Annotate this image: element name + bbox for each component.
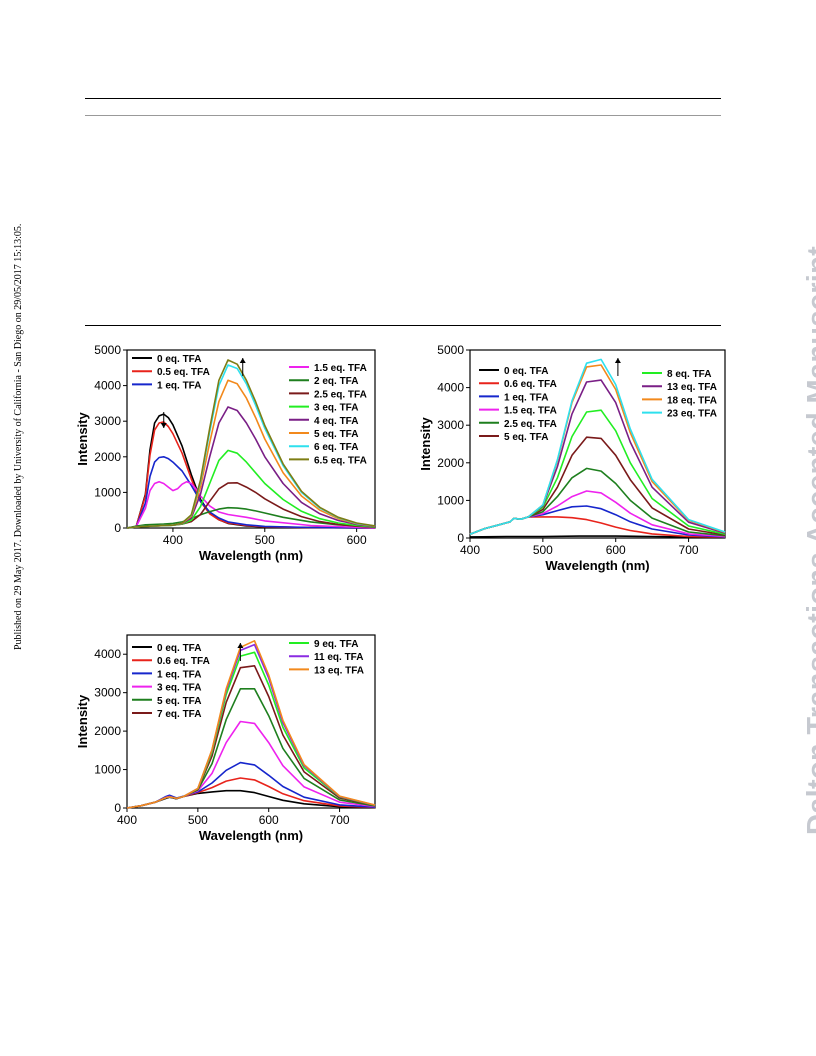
x-axis-label: Wavelength (nm) [199,548,303,563]
series-line-3 [469,490,726,538]
section-rule [85,325,721,326]
legend-label: 6.5 eq. TFA [314,455,367,466]
x-tick-label: 400 [163,533,183,547]
legend-label: 0.6 eq. TFA [157,656,210,667]
y-tick-label: 3000 [94,686,121,700]
legend-label: 8 eq. TFA [667,369,711,380]
y-axis-label: Intensity [418,417,433,471]
legend-label: 1.5 eq. TFA [504,406,557,417]
y-tick-label: 2000 [94,450,121,464]
series-line-5 [126,482,376,529]
legend-label: 18 eq. TFA [667,395,717,406]
x-axis-label: Wavelength (nm) [199,828,303,843]
legend-label: 1 eq. TFA [504,392,548,403]
manuscript-watermark: Dalton Transactions Accepted Manuscript [802,245,816,835]
series-line-2 [126,456,376,529]
y-axis-label: Intensity [75,412,90,466]
y-tick-label: 0 [114,801,121,815]
legend-label: 6 eq. TFA [314,442,358,453]
x-tick-label: 400 [460,543,480,557]
series-line-8 [126,640,376,809]
x-tick-label: 700 [330,813,350,827]
series-line-1 [126,777,376,809]
y-tick-label: 1000 [94,485,121,499]
legend-label: 13 eq. TFA [667,382,717,393]
legend-label: 23 eq. TFA [667,409,717,420]
series-line-3 [126,480,376,529]
y-tick-label: 2000 [94,724,121,738]
chart-a: 400 500 600 0 1000 2000 3000 4000 5000 Wavelength… [75,343,376,563]
arrow-decrease-head [160,423,167,428]
x-tick-label: 600 [259,813,279,827]
series-line-9 [469,358,726,535]
plot-frame [126,349,376,529]
series-line-10 [126,359,376,529]
y-tick-label: 1000 [437,493,464,507]
y-tick-label: 4000 [94,379,121,393]
y-tick-label: 5000 [94,343,121,357]
legend-label: 2.5 eq. TFA [314,389,367,400]
y-tick-label: 3000 [94,414,121,428]
x-tick-label: 400 [117,813,137,827]
legend-label: 4 eq. TFA [314,416,358,427]
legend-label: 9 eq. TFA [314,639,358,650]
y-tick-label: 4000 [94,647,121,661]
x-tick-label: 700 [679,543,699,557]
legend-label: 0.6 eq. TFA [504,379,557,390]
header-rule-thin [85,115,721,116]
x-tick-label: 500 [188,813,208,827]
y-axis-label: Intensity [75,694,90,748]
chart-c: 400 500 600 700 0 1000 2000 3000 4000 Wavelength … [75,634,376,843]
y-tick-label: 4000 [437,381,464,395]
arrow-increase-head [614,358,621,363]
legend-label: 0 eq. TFA [504,366,548,377]
legend-label: 2 eq. TFA [314,376,358,387]
legend-label: 7 eq. TFA [157,709,201,720]
legend-label: 5 eq. TFA [157,696,201,707]
x-tick-label: 500 [533,543,553,557]
legend-label: 3 eq. TFA [157,683,201,694]
y-tick-label: 1000 [94,763,121,777]
y-tick-label: 3000 [437,418,464,432]
x-axis-label: Wavelength (nm) [545,558,649,573]
x-tick-label: 500 [255,533,275,547]
publication-note: Published on 29 May 2017. Downloaded by … [13,223,24,650]
legend-label: 5 eq. TFA [314,429,358,440]
legend-label: 1 eq. TFA [157,669,201,680]
y-tick-label: 2000 [437,456,464,470]
legend-label: 5 eq. TFA [504,432,548,443]
legend-label: 1.5 eq. TFA [314,363,367,374]
legend-label: 0 eq. TFA [157,643,201,654]
header-rule [85,98,721,99]
legend-label: 0.5 eq. TFA [157,367,210,378]
legend-label: 11 eq. TFA [314,652,363,663]
legend-label: 13 eq. TFA [314,665,364,676]
arrow-increase-head [237,643,244,648]
legend-label: 0 eq. TFA [157,354,201,365]
legend-label: 3 eq. TFA [314,403,358,414]
plot-frame [469,349,726,539]
series-line-4 [126,506,376,529]
y-tick-label: 5000 [437,343,464,357]
x-tick-label: 600 [606,543,626,557]
legend-label: 1 eq. TFA [157,380,201,391]
chart-b: 400 500 600 700 0 1000 2000 3000 4000 5000 Wavelen… [418,343,726,573]
x-tick-label: 600 [347,533,367,547]
legend-label: 2.5 eq. TFA [504,419,557,430]
plot-frame [126,634,376,809]
arrow-increase-head [239,358,246,363]
y-tick-label: 0 [457,531,464,545]
y-tick-label: 0 [114,521,121,535]
